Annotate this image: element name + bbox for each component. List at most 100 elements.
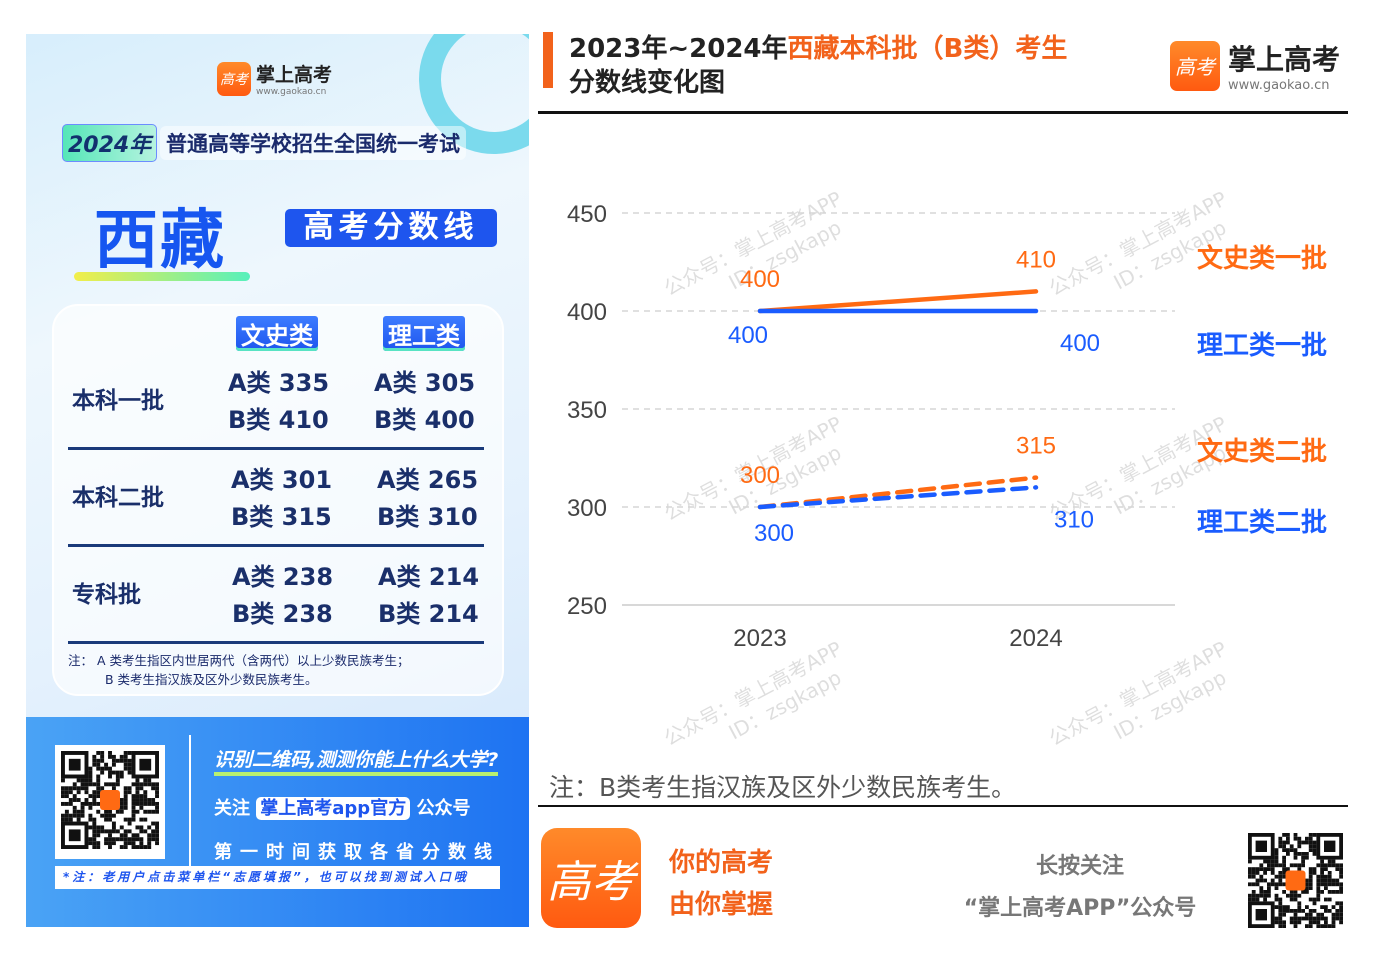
qr-module	[1324, 924, 1328, 928]
qr-module	[1297, 909, 1302, 913]
qr-module	[1308, 836, 1313, 841]
qr-module	[1308, 912, 1313, 917]
qr-module	[1278, 840, 1283, 845]
qr-module	[100, 813, 105, 818]
qr-module	[1316, 924, 1321, 928]
y-tick-label: 450	[567, 201, 607, 228]
qr-module	[1305, 924, 1309, 928]
gaokao-logo-icon: 高考	[217, 61, 251, 96]
qr-module	[1289, 897, 1294, 902]
qr-module	[1339, 874, 1343, 879]
qr-module	[1278, 897, 1283, 902]
qr-module	[1293, 855, 1298, 860]
qr-module	[92, 801, 97, 806]
qr-module	[1270, 863, 1275, 868]
qr-module	[139, 786, 144, 791]
qr-module	[1320, 863, 1324, 868]
qr-module	[119, 837, 124, 842]
qr-module	[1286, 848, 1290, 852]
qr-module	[131, 794, 136, 799]
promo-headline: 识别二维码,测测你能上什么大学?	[214, 745, 499, 776]
qr-module	[72, 786, 77, 791]
score-cell: B类 400	[374, 406, 475, 434]
qr-module	[135, 798, 140, 802]
score-cell: A类 301	[231, 466, 333, 494]
qr-module	[1263, 867, 1267, 871]
qr-code-icon	[1247, 832, 1344, 929]
slogan: 你的高考 由你掌握	[669, 842, 773, 926]
qr-module	[123, 758, 128, 763]
qr-module	[1282, 909, 1286, 913]
qr-module	[1274, 855, 1279, 860]
qr-module	[61, 813, 65, 818]
qr-module	[88, 766, 93, 771]
qr-module	[1297, 905, 1302, 909]
qr-module	[1312, 852, 1317, 856]
qr-module	[1331, 890, 1336, 894]
qr-module	[88, 801, 93, 806]
qr-module	[1305, 836, 1309, 841]
qr-module	[1274, 882, 1279, 887]
qr-module	[131, 841, 136, 846]
qr-code[interactable]	[55, 745, 165, 859]
qr-module	[1293, 863, 1298, 868]
qr-module	[1274, 886, 1279, 890]
qr-module	[115, 758, 120, 763]
qr-module	[1248, 871, 1252, 875]
qr-module	[68, 790, 73, 795]
qr-module	[92, 762, 97, 767]
qr-code-icon	[61, 751, 159, 849]
qr-module	[151, 833, 156, 838]
qr-module	[135, 833, 140, 838]
qr-module	[1324, 874, 1328, 879]
qr-module	[111, 762, 116, 767]
qr-module	[100, 766, 105, 771]
qr-module	[1289, 920, 1294, 925]
brand-name: 掌上高考	[1228, 43, 1341, 76]
qr-module	[1327, 924, 1332, 928]
qr-module	[147, 798, 152, 802]
qr-module	[1312, 848, 1317, 852]
qr-module	[84, 798, 89, 802]
qr-module	[123, 833, 128, 838]
qr-module	[127, 829, 132, 834]
data-label: 400	[1060, 330, 1100, 357]
qr-module	[1331, 924, 1336, 928]
qr-module	[1327, 874, 1332, 879]
table-row: 本科二批 A类 301 B类 315 A类 265 B类 310	[68, 450, 484, 547]
qr-module	[88, 813, 93, 818]
qr-module	[1320, 874, 1324, 879]
qr-module	[1278, 901, 1283, 906]
qr-module	[1308, 833, 1313, 837]
qr-module	[1335, 901, 1340, 906]
qr-module	[1282, 867, 1286, 871]
qr-module	[64, 809, 69, 814]
qr-module	[1282, 848, 1286, 852]
legend-label: 理工类二批	[1197, 508, 1327, 538]
qr-module	[80, 809, 85, 814]
qr-module	[1274, 874, 1279, 879]
qr-module	[1248, 874, 1252, 879]
qr-module	[1308, 920, 1313, 925]
qr-module	[131, 845, 136, 849]
data-label: 410	[1016, 246, 1056, 273]
qr-module	[1316, 874, 1321, 879]
qr-module	[155, 786, 159, 791]
qr-module	[127, 758, 132, 763]
qr-module	[1282, 844, 1286, 849]
qr-module	[1263, 890, 1267, 894]
qr-module	[96, 841, 101, 846]
qr-module	[1312, 840, 1317, 845]
qr-module	[147, 841, 152, 846]
qr-module	[151, 798, 156, 802]
qr-module	[1289, 848, 1294, 852]
qr-module	[1308, 867, 1313, 871]
qr-module	[111, 813, 116, 818]
qr-module	[108, 774, 112, 779]
qr-module	[1316, 886, 1321, 890]
qr-module	[1297, 863, 1302, 868]
qr-module	[1312, 920, 1317, 925]
qr-module	[139, 817, 144, 822]
qr-module	[1286, 840, 1290, 845]
qr-code-right[interactable]	[1247, 832, 1344, 932]
